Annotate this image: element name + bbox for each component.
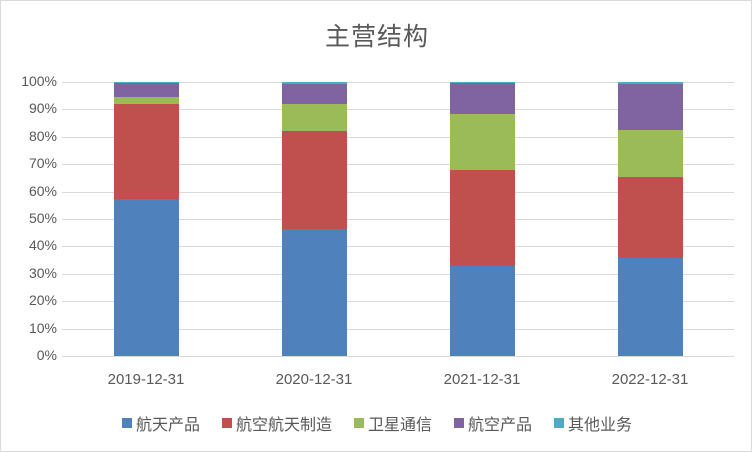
- bar-segment[interactable]: [617, 129, 683, 178]
- legend-label: 航天产品: [135, 415, 200, 434]
- legend: 航天产品 航空航天制造 卫星通信 航空产品 其他业务: [1, 411, 752, 435]
- legend-swatch-icon: [353, 418, 364, 428]
- bar-2019-12-31[interactable]: [113, 82, 179, 356]
- bar-segment[interactable]: [449, 82, 515, 84]
- legend-swatch-icon: [454, 418, 464, 428]
- gridline: [62, 136, 734, 138]
- gridline: [62, 219, 734, 220]
- bar-segment[interactable]: [281, 131, 347, 229]
- bar-segment[interactable]: [113, 103, 179, 199]
- y-tick-label: 30%: [28, 264, 57, 281]
- y-tick-label: 20%: [28, 292, 57, 309]
- plot-area: [62, 82, 734, 357]
- x-tick-label: 2022-12-31: [611, 371, 689, 388]
- legend-item[interactable]: 卫星通信: [353, 411, 432, 435]
- legend-label: 卫星通信: [367, 415, 432, 434]
- legend-item[interactable]: 航空产品: [454, 411, 532, 435]
- legend-item[interactable]: 航天产品: [121, 411, 200, 435]
- x-tick-label: 2020-12-31: [275, 371, 353, 388]
- gridline: [62, 301, 734, 303]
- y-tick-label: 40%: [28, 237, 57, 254]
- x-tick-label: 2019-12-31: [107, 371, 185, 388]
- x-tick-label: 2021-12-31: [443, 371, 521, 388]
- legend-label: 航空航天制造: [235, 415, 332, 434]
- legend-item[interactable]: 航空航天制造: [221, 411, 332, 435]
- gridline: [62, 164, 734, 166]
- legend-swatch-icon: [121, 418, 132, 428]
- legend-swatch-icon: [221, 418, 232, 428]
- bar-segment[interactable]: [113, 82, 179, 83]
- chart-title: 主营结构: [324, 22, 429, 51]
- bar-segment[interactable]: [113, 97, 179, 104]
- bar-segment[interactable]: [113, 199, 179, 356]
- bar-segment[interactable]: [617, 257, 683, 356]
- y-tick-label: 80%: [28, 127, 57, 144]
- gridline: [62, 109, 734, 111]
- bar-segment[interactable]: [449, 83, 515, 115]
- bar-segment[interactable]: [281, 103, 347, 132]
- y-tick-label: 70%: [28, 155, 57, 172]
- bar-2022-12-31[interactable]: [617, 82, 683, 356]
- gridline: [62, 356, 734, 357]
- bar-2020-12-31[interactable]: [281, 82, 347, 356]
- bar-segment[interactable]: [617, 82, 683, 84]
- y-tick-label: 60%: [28, 182, 57, 199]
- bar-segment[interactable]: [113, 82, 179, 98]
- bar-segment[interactable]: [449, 114, 515, 170]
- y-tick-label: 0%: [36, 347, 57, 363]
- legend-item[interactable]: 其他业务: [554, 411, 632, 435]
- y-tick-label: 50%: [28, 210, 57, 226]
- gridline: [62, 246, 734, 248]
- y-tick-label: 100%: [21, 73, 57, 89]
- legend-swatch-icon: [554, 418, 565, 428]
- gridline: [62, 191, 734, 193]
- bar-segment[interactable]: [281, 84, 347, 104]
- bar-segment[interactable]: [449, 266, 515, 356]
- y-tick-label: 10%: [28, 319, 57, 336]
- bar-segment[interactable]: [449, 169, 515, 267]
- bar-segment[interactable]: [281, 228, 347, 356]
- legend-label: 其他业务: [568, 415, 633, 434]
- gridline: [62, 328, 734, 330]
- bar-segment[interactable]: [617, 83, 683, 130]
- gridline: [62, 273, 734, 275]
- bar-segment[interactable]: [281, 82, 347, 85]
- bar-2021-12-31[interactable]: [449, 82, 515, 356]
- y-tick-label: 90%: [28, 100, 57, 117]
- legend-label: 航空产品: [468, 415, 533, 434]
- bar-segment[interactable]: [617, 177, 683, 258]
- gridline: [62, 82, 734, 83]
